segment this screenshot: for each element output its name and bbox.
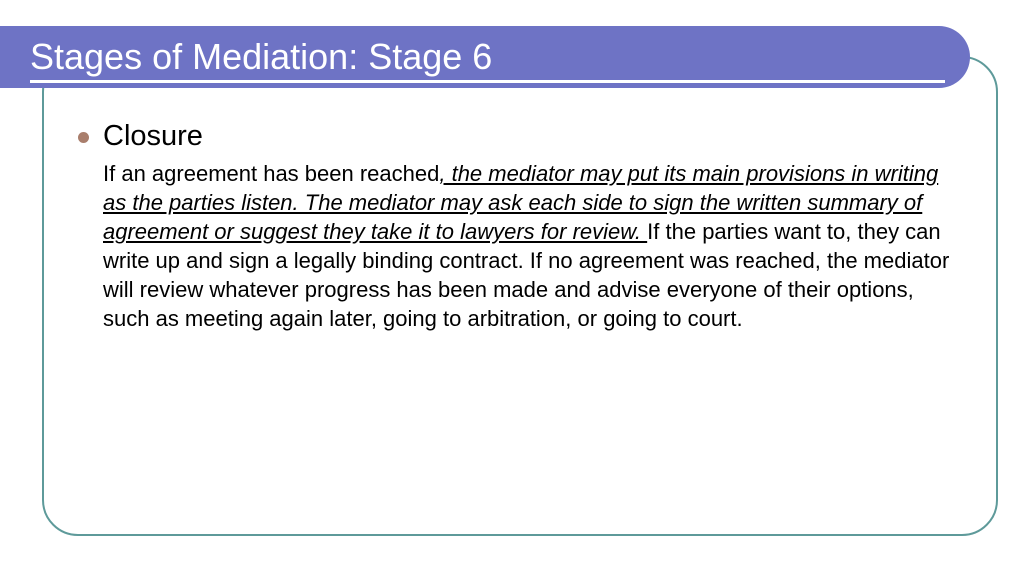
content-area: Closure If an agreement has been reached…: [78, 120, 958, 333]
bullet-item: Closure: [78, 120, 958, 153]
body-text-plain-1: If an agreement has been reached: [103, 161, 439, 186]
title-underline: [30, 80, 945, 83]
bullet-icon: [78, 132, 89, 143]
title-bar: Stages of Mediation: Stage 6: [0, 26, 970, 88]
bullet-heading: Closure: [103, 120, 203, 153]
body-paragraph: If an agreement has been reached, the me…: [103, 159, 958, 333]
slide-title: Stages of Mediation: Stage 6: [30, 36, 492, 78]
